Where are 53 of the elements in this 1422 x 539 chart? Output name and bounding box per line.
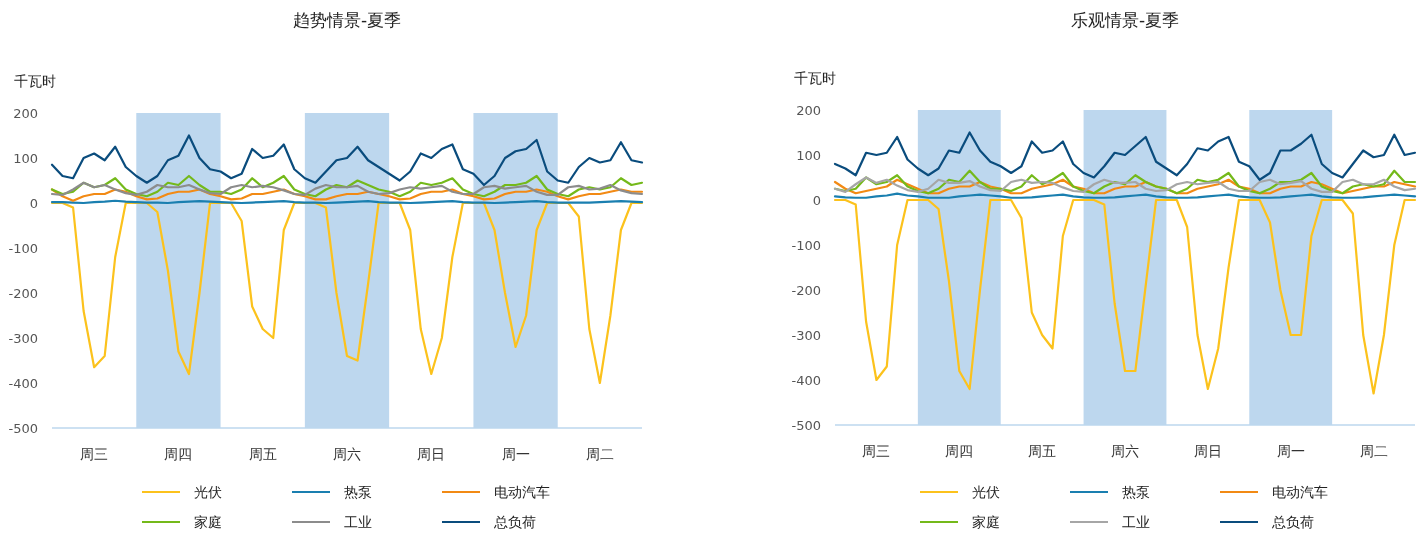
line-series: [50, 201, 644, 385]
line-series: [833, 198, 1417, 395]
y-tick-label: -500: [791, 418, 821, 433]
y-tick-label: -100: [8, 241, 38, 256]
y-tick-label: -100: [791, 238, 821, 253]
line-series: [833, 131, 1417, 181]
x-tick-label: 周一: [501, 446, 530, 462]
y-tick-label: 0: [29, 196, 38, 211]
x-tick-label: 周日: [1193, 443, 1222, 459]
y-tick-label: 200: [13, 106, 38, 121]
legend-label: 家庭: [972, 514, 1000, 530]
legend-label: 电动汽车: [1272, 484, 1328, 500]
y-tick-label: 0: [812, 193, 821, 208]
y-tick-label: -200: [8, 286, 38, 301]
legend-label: 电动汽车: [494, 484, 550, 500]
y-tick-label: -500: [8, 421, 38, 436]
line-series: [50, 188, 644, 202]
legend-label: 热泵: [1122, 484, 1150, 500]
x-tick-label: 周四: [164, 446, 193, 462]
legend-label: 工业: [344, 514, 372, 530]
x-tick-label: 周一: [1276, 443, 1305, 459]
x-tick-label: 周二: [585, 446, 614, 462]
x-tick-label: 周六: [1111, 443, 1139, 459]
y-tick-label: 100: [13, 151, 38, 166]
y-tick-label: -200: [791, 283, 821, 298]
x-tick-label: 周四: [945, 443, 974, 459]
legend-label: 光伏: [972, 484, 1000, 500]
y-axis-title: 千瓦时: [794, 70, 836, 86]
x-tick-label: 周三: [80, 446, 109, 462]
x-tick-label: 周日: [417, 446, 446, 462]
x-tick-label: 周三: [862, 443, 891, 459]
y-tick-label: -300: [8, 331, 38, 346]
line-series: [50, 174, 644, 198]
legend-label: 家庭: [194, 514, 222, 530]
y-tick-label: -300: [791, 328, 821, 343]
legend-label: 工业: [1122, 514, 1150, 530]
chart-title: 趋势情景-夏季: [292, 10, 402, 30]
legend-label: 热泵: [344, 484, 372, 500]
x-tick-label: 周五: [1028, 443, 1057, 459]
x-tick-label: 周二: [1359, 443, 1388, 459]
x-tick-label: 周五: [248, 446, 277, 462]
chart-title: 乐观情景-夏季: [1070, 10, 1180, 30]
y-tick-label: -400: [8, 376, 38, 391]
y-tick-label: 200: [796, 103, 821, 118]
y-tick-label: -400: [791, 373, 821, 388]
legend-label: 光伏: [194, 484, 222, 500]
y-axis-title: 千瓦时: [14, 73, 56, 89]
legend-label: 总负荷: [493, 514, 536, 530]
x-tick-label: 周六: [333, 446, 361, 462]
line-series: [50, 134, 644, 187]
line-series: [50, 181, 644, 196]
y-tick-label: 100: [796, 148, 821, 163]
legend-label: 总负荷: [1271, 514, 1314, 530]
